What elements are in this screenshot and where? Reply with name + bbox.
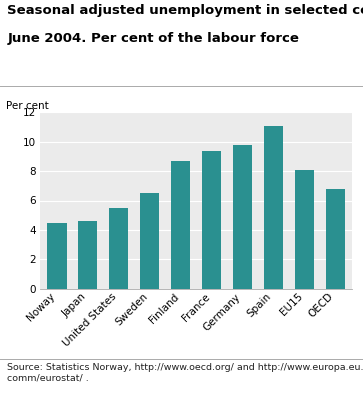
Bar xyxy=(202,150,221,289)
Bar xyxy=(295,170,314,289)
Bar xyxy=(264,126,283,289)
Text: June 2004. Per cent of the labour force: June 2004. Per cent of the labour force xyxy=(7,32,299,45)
Bar xyxy=(233,145,252,289)
Text: Source: Statistics Norway, http://www.oecd.org/ and http://www.europa.eu.int/
co: Source: Statistics Norway, http://www.oe… xyxy=(7,363,363,382)
Bar xyxy=(326,189,345,289)
Bar xyxy=(140,193,159,289)
Bar xyxy=(171,161,190,289)
Bar xyxy=(47,223,66,289)
Bar xyxy=(78,221,97,289)
Text: Seasonal adjusted unemployment in selected countries.: Seasonal adjusted unemployment in select… xyxy=(7,4,363,17)
Bar xyxy=(109,208,129,289)
Text: Per cent: Per cent xyxy=(5,101,48,111)
